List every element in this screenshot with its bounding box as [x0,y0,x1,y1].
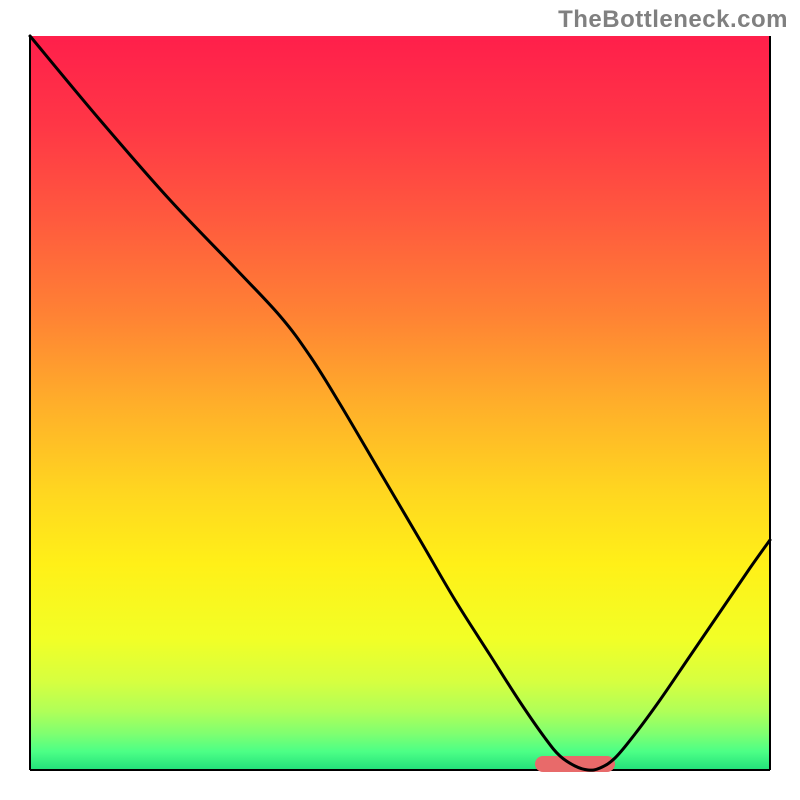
chart-svg [0,0,800,800]
optimal-pill [535,756,615,772]
watermark-text: TheBottleneck.com [558,6,788,34]
plot-background [30,36,770,770]
bottleneck-chart: TheBottleneck.com [0,0,800,800]
